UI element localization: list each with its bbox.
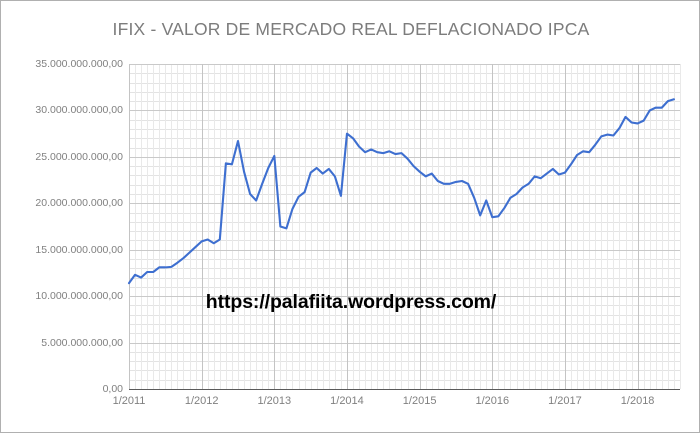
y-axis-tick-label: 15.000.000.000,00 [35, 243, 123, 256]
x-axis-tick-label: 1/2011 [112, 395, 146, 407]
y-axis-tick-label: 20.000.000.000,00 [35, 197, 123, 210]
y-axis-tick-label: 35.000.000.000,00 [35, 58, 123, 70]
x-axis-tick-label: 1/2012 [184, 395, 219, 407]
data-series-line [127, 98, 675, 285]
chart-title: IFIX - VALOR DE MERCADO REAL DEFLACIONAD… [112, 19, 590, 39]
y-axis-tick-label: 0,00 [102, 383, 123, 395]
y-axis-tick-label: 5.000.000.000,00 [41, 336, 123, 349]
y-axis-tick-label: 10.000.000.000,00 [35, 290, 123, 303]
x-axis-tick-label: 1/2016 [475, 395, 510, 407]
x-axis-tick-label: 1/2015 [402, 395, 437, 407]
y-axis-tick-label: 25.000.000.000,00 [35, 150, 123, 163]
y-axis-tick-label: 30.000.000.000,00 [35, 104, 123, 117]
minor-gridlines [129, 64, 681, 389]
major-gridlines [129, 64, 680, 390]
x-axis-tick-label: 1/2017 [548, 395, 582, 407]
x-axis-tick-label: 1/2018 [620, 395, 655, 407]
watermark-text: https://palafiita.wordpress.com/ [205, 291, 497, 313]
data-series-group [127, 98, 675, 285]
x-axis-tick-label: 1/2014 [330, 395, 364, 407]
x-axis-tick-label: 1/2013 [257, 395, 292, 407]
